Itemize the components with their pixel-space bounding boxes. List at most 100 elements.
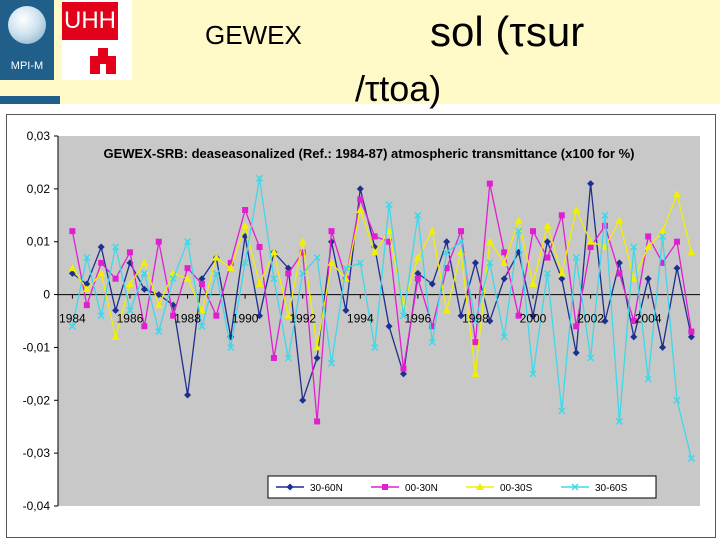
data-point <box>399 370 407 378</box>
data-point <box>68 322 76 330</box>
data-point <box>97 312 105 320</box>
data-point <box>125 280 134 287</box>
data-point <box>659 343 667 351</box>
data-point <box>558 275 566 283</box>
data-point <box>327 258 336 266</box>
data-point <box>644 375 652 383</box>
header-accent-bar <box>0 96 60 104</box>
data-point <box>572 349 580 357</box>
data-point <box>269 248 278 256</box>
x-tick-label: 2004 <box>635 312 662 326</box>
data-point <box>471 317 479 325</box>
data-point <box>616 270 623 277</box>
data-point <box>241 221 250 229</box>
data-point <box>413 253 422 261</box>
data-point <box>356 185 364 193</box>
data-point <box>198 322 206 330</box>
data-point <box>500 333 508 341</box>
data-point <box>155 328 163 336</box>
data-point <box>69 228 76 235</box>
data-point <box>485 237 494 245</box>
data-point <box>486 180 493 187</box>
data-point <box>615 259 623 267</box>
data-point <box>673 238 680 245</box>
data-point <box>630 333 638 341</box>
data-point <box>673 396 681 404</box>
data-point <box>270 355 277 361</box>
series-line-30-60N <box>72 183 693 401</box>
formula-line-2: /τtoa) <box>355 68 442 109</box>
data-point <box>371 343 379 351</box>
data-point <box>644 275 652 283</box>
data-point <box>155 238 162 245</box>
data-point <box>601 317 609 325</box>
data-point <box>170 312 177 319</box>
data-point <box>659 259 666 266</box>
data-point <box>184 238 192 246</box>
data-point <box>687 248 696 256</box>
data-point <box>155 291 163 299</box>
data-point <box>586 237 595 245</box>
series-line-30-60S <box>71 178 693 459</box>
castle-crest-icon <box>90 48 116 74</box>
x-tick-label: 1988 <box>174 312 201 326</box>
data-point <box>687 333 695 341</box>
x-tick-label: 1994 <box>347 312 374 326</box>
data-point <box>356 259 364 267</box>
uhh-logo-label: UHH <box>62 2 118 40</box>
data-point <box>242 207 249 213</box>
data-point <box>558 407 566 415</box>
x-tick-label: 2000 <box>520 312 547 326</box>
data-point <box>255 174 264 182</box>
data-point <box>112 275 119 282</box>
data-point <box>385 322 393 330</box>
series-line-00-30N <box>71 183 693 422</box>
data-point <box>543 269 551 277</box>
y-tick-label: -0,01 <box>23 340 51 354</box>
data-point <box>284 311 293 319</box>
data-point <box>615 417 623 425</box>
data-point <box>82 285 91 293</box>
data-point <box>428 227 437 235</box>
data-point <box>68 264 77 272</box>
data-point <box>298 237 307 245</box>
data-point <box>457 312 465 320</box>
data-point <box>327 238 335 246</box>
x-tick-label: 1986 <box>117 312 144 326</box>
data-point <box>414 275 421 282</box>
uhh-logo: UHH <box>62 0 132 80</box>
legend-label: 30-60S <box>595 483 628 494</box>
data-point <box>328 228 335 235</box>
x-tick-label: 1990 <box>232 312 259 326</box>
data-point <box>313 343 322 351</box>
data-point <box>514 216 523 224</box>
data-point <box>572 254 580 262</box>
data-point <box>471 259 479 267</box>
x-tick-label: 1984 <box>59 312 86 326</box>
data-point <box>442 306 451 314</box>
x-tick-label: 1996 <box>405 312 432 326</box>
data-point <box>112 306 120 314</box>
data-point <box>443 238 451 246</box>
legend-marker <box>476 483 484 490</box>
data-point <box>615 216 624 224</box>
data-point <box>500 275 508 283</box>
x-tick-label: 1992 <box>289 312 316 326</box>
data-point <box>184 265 191 272</box>
data-point <box>227 343 235 351</box>
slide-header: MPI-M UHH GEWEX sol (τsur /τtoa) <box>0 0 720 109</box>
legend-marker <box>382 484 388 490</box>
data-point <box>414 269 422 277</box>
data-point <box>501 249 508 256</box>
data-point <box>213 312 220 319</box>
data-point <box>644 243 653 250</box>
data-point <box>414 211 422 219</box>
data-point <box>140 269 148 277</box>
data-point <box>111 332 120 340</box>
data-point <box>226 264 235 272</box>
y-tick-label: 0,01 <box>27 235 51 249</box>
data-point <box>327 359 336 367</box>
data-point <box>126 249 133 256</box>
data-point <box>212 253 221 261</box>
